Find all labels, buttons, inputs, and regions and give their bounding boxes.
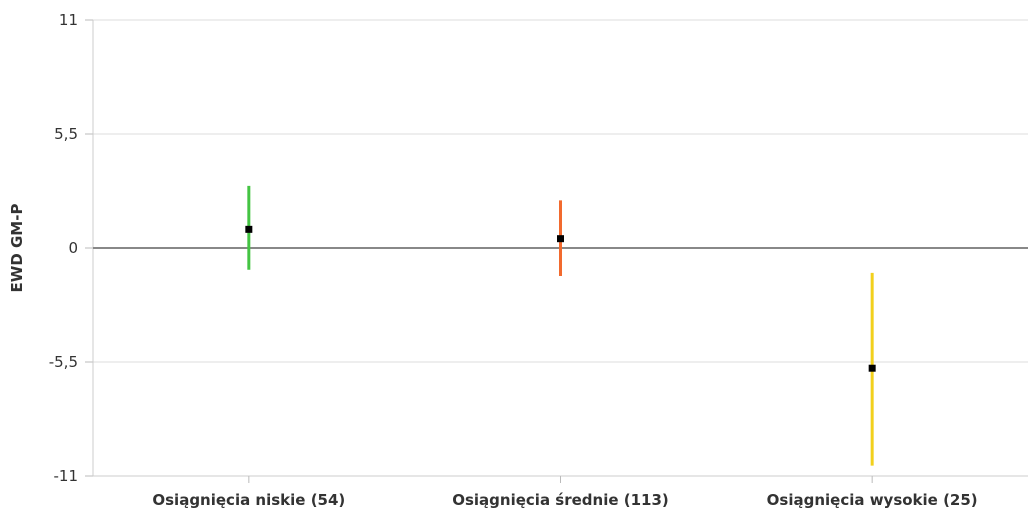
y-tick-label: -11 [54, 467, 79, 485]
error-bars [247, 185, 874, 466]
data-points [245, 225, 876, 372]
y-axis-title: EWD GM-P [8, 204, 26, 293]
y-tick-label: 0 [68, 239, 78, 257]
x-category-label: Osiągnięcia niskie (54) [152, 491, 345, 509]
x-category-label: Osiągnięcia średnie (113) [452, 491, 669, 509]
y-tick-label: 5,5 [54, 125, 78, 143]
y-tick-label: 11 [59, 11, 78, 29]
data-point [868, 364, 876, 372]
data-point [557, 235, 564, 243]
y-tick-label: -5,5 [49, 353, 78, 371]
data-point [245, 225, 253, 233]
y-tick-labels: 11 5,5 0 -5,5 -11 [49, 11, 78, 485]
x-category-labels: Osiągnięcia niskie (54) Osiągnięcia średn… [152, 491, 977, 509]
x-category-label: Osiągnięcia wysokie (25) [767, 491, 978, 509]
axes [85, 19, 1028, 483]
